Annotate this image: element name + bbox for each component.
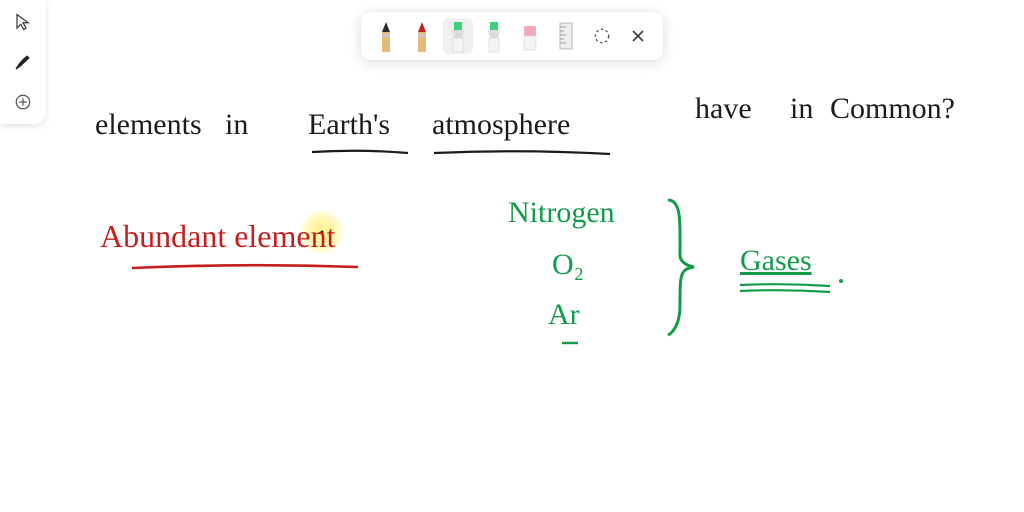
highlighter-green[interactable]	[443, 18, 473, 54]
lasso-select[interactable]	[587, 21, 617, 51]
double-underline-gases	[738, 282, 832, 294]
hw-elements: elements	[95, 108, 202, 142]
close-icon	[630, 28, 646, 44]
pen-tool[interactable]	[11, 50, 35, 74]
pen-black[interactable]	[371, 18, 401, 54]
underline-abundant	[130, 262, 360, 272]
hw-in1: in	[225, 108, 248, 142]
hw-nitrogen: Nitrogen	[508, 196, 615, 230]
cursor-icon	[14, 13, 32, 31]
hw-gases: Gases	[740, 244, 812, 278]
dot-after-gases	[838, 278, 844, 284]
hw-earths: Earth's	[308, 108, 390, 142]
hw-o2: O₂	[552, 248, 584, 282]
lasso-icon	[592, 26, 612, 46]
brace-gases	[660, 195, 700, 340]
ruler-tool[interactable]	[551, 18, 581, 54]
eraser-pink[interactable]	[515, 18, 545, 54]
underline-atmosphere	[432, 148, 612, 158]
add-tool[interactable]	[11, 90, 35, 114]
hw-have: have	[695, 92, 752, 126]
add-icon	[14, 93, 32, 111]
top-toolbar	[361, 12, 663, 60]
ruler-icon	[554, 21, 578, 51]
pen-red[interactable]	[407, 18, 437, 54]
stray-mark	[560, 340, 580, 346]
cursor-tool[interactable]	[11, 10, 35, 34]
whiteboard-canvas: elements in Earth's atmosphere have in C…	[0, 0, 1024, 512]
left-toolbar	[0, 0, 46, 124]
hw-ar: Ar	[548, 298, 580, 332]
hw-common: Common?	[830, 92, 955, 126]
pen-icon	[13, 52, 33, 72]
hw-abundant: Abundant element	[100, 218, 335, 255]
close-toolbar[interactable]	[623, 21, 653, 51]
highlighter-cursor	[300, 210, 344, 254]
underline-earths	[310, 148, 410, 156]
hw-atmosphere: atmosphere	[432, 108, 570, 142]
highlighter-teal[interactable]	[479, 18, 509, 54]
hw-in2: in	[790, 92, 813, 126]
